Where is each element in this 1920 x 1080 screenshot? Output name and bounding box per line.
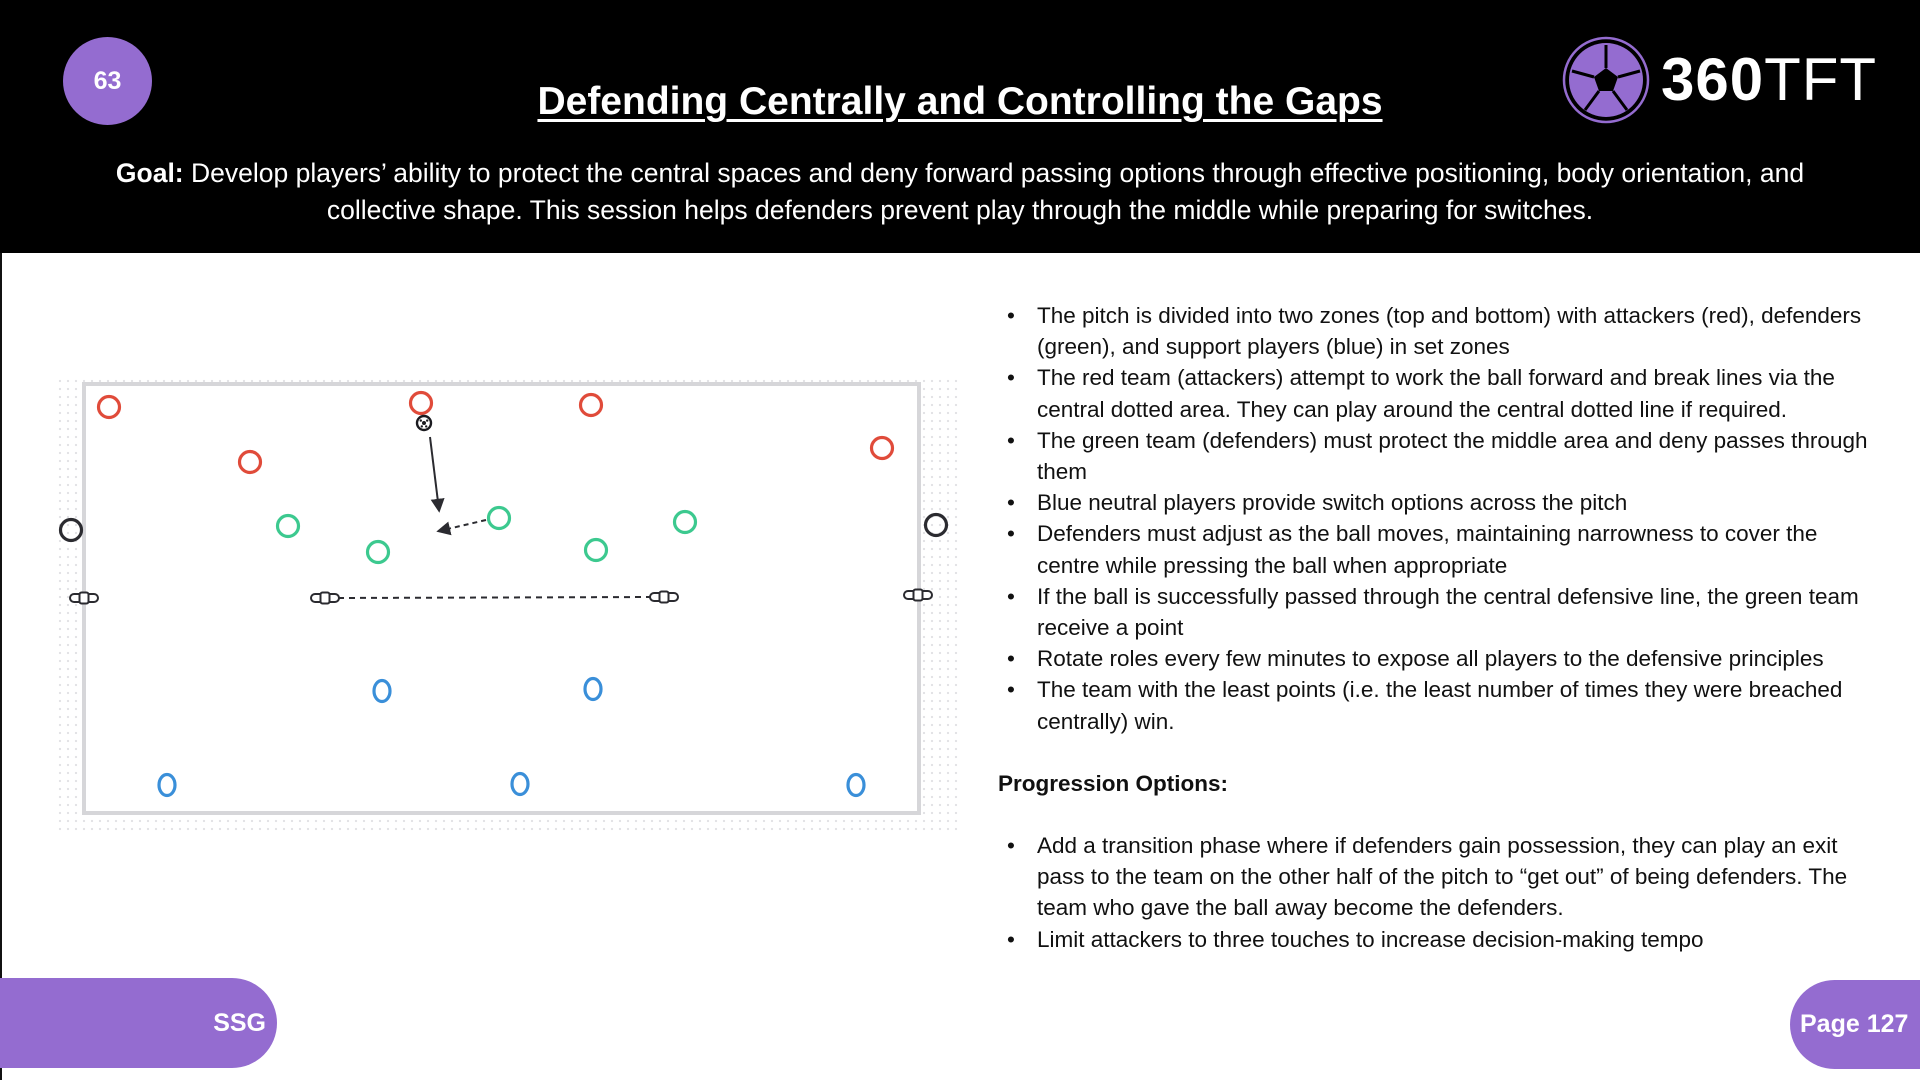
- pitch-outline: [82, 382, 921, 815]
- logo-text: 360TFT: [1661, 46, 1878, 113]
- progression-list: Add a transition phase where if defender…: [998, 830, 1878, 955]
- support-player-icon: [846, 772, 866, 798]
- support-player-icon: [157, 772, 177, 798]
- list-item: Rotate roles every few minutes to expose…: [998, 643, 1878, 674]
- support-player-icon: [583, 676, 603, 702]
- gate-marker-icon: [310, 591, 340, 605]
- defender-player-icon: [275, 513, 301, 539]
- pitch-svg: [58, 382, 949, 815]
- session-notes: The pitch is divided into two zones (top…: [998, 300, 1878, 955]
- header: 63 Defending Centrally and Controlling t…: [0, 0, 1920, 253]
- defender-player-icon: [583, 537, 609, 563]
- attacker-player-icon: [408, 390, 434, 416]
- defender-player-icon: [365, 539, 391, 565]
- defender-player-icon: [486, 505, 512, 531]
- list-item: The green team (defenders) must protect …: [998, 425, 1878, 487]
- gate-marker-icon: [69, 591, 99, 605]
- neutral-player-icon: [58, 517, 84, 543]
- gate-marker-icon: [903, 588, 933, 602]
- attacker-player-icon: [96, 394, 122, 420]
- list-item: Limit attackers to three touches to incr…: [998, 924, 1878, 955]
- list-item: Blue neutral players provide switch opti…: [998, 487, 1878, 518]
- ball-icon: [415, 414, 433, 432]
- category-badge: SSG: [0, 978, 277, 1068]
- central-dotted-line: [337, 596, 653, 599]
- list-item: Add a transition phase where if defender…: [998, 830, 1878, 924]
- goal-text: Goal: Develop players’ ability to protec…: [115, 158, 1805, 225]
- list-item: The pitch is divided into two zones (top…: [998, 300, 1878, 362]
- support-player-icon: [510, 771, 530, 797]
- list-item: If the ball is successfully passed throu…: [998, 581, 1878, 643]
- page-title: Defending Centrally and Controlling the …: [537, 80, 1383, 123]
- gate-marker-icon: [649, 590, 679, 604]
- defender-player-icon: [672, 509, 698, 535]
- list-item: The red team (attackers) attempt to work…: [998, 362, 1878, 424]
- goal-label: Goal:: [115, 158, 184, 188]
- session-number-badge: 63: [63, 37, 152, 125]
- progression-heading: Progression Options:: [998, 770, 1229, 796]
- pitch-diagram: [56, 377, 958, 835]
- instructions-list: The pitch is divided into two zones (top…: [998, 300, 1878, 737]
- list-item: Defenders must adjust as the ball moves,…: [998, 518, 1878, 580]
- soccer-ball-icon: [1562, 36, 1650, 124]
- page-number-badge: Page 127: [1790, 980, 1920, 1069]
- neutral-player-icon: [923, 512, 949, 538]
- support-player-icon: [372, 678, 392, 704]
- attacker-player-icon: [237, 449, 263, 475]
- pass-arrow: [429, 436, 445, 513]
- page-border: [0, 253, 2, 1080]
- movement-arrow: [436, 519, 487, 536]
- attacker-player-icon: [578, 392, 604, 418]
- logo: 360TFT: [1561, 35, 1877, 125]
- list-item: The team with the least points (i.e. the…: [998, 674, 1878, 736]
- attacker-player-icon: [869, 435, 895, 461]
